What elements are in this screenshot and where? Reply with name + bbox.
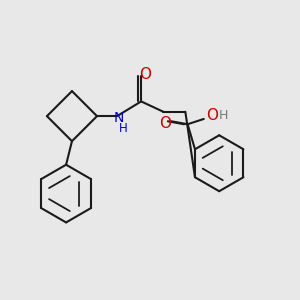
Text: O: O xyxy=(140,68,152,82)
Text: N: N xyxy=(113,111,124,124)
Text: H: H xyxy=(119,122,128,135)
Text: O: O xyxy=(206,108,218,123)
Text: H: H xyxy=(218,109,228,122)
Text: O: O xyxy=(159,116,171,131)
